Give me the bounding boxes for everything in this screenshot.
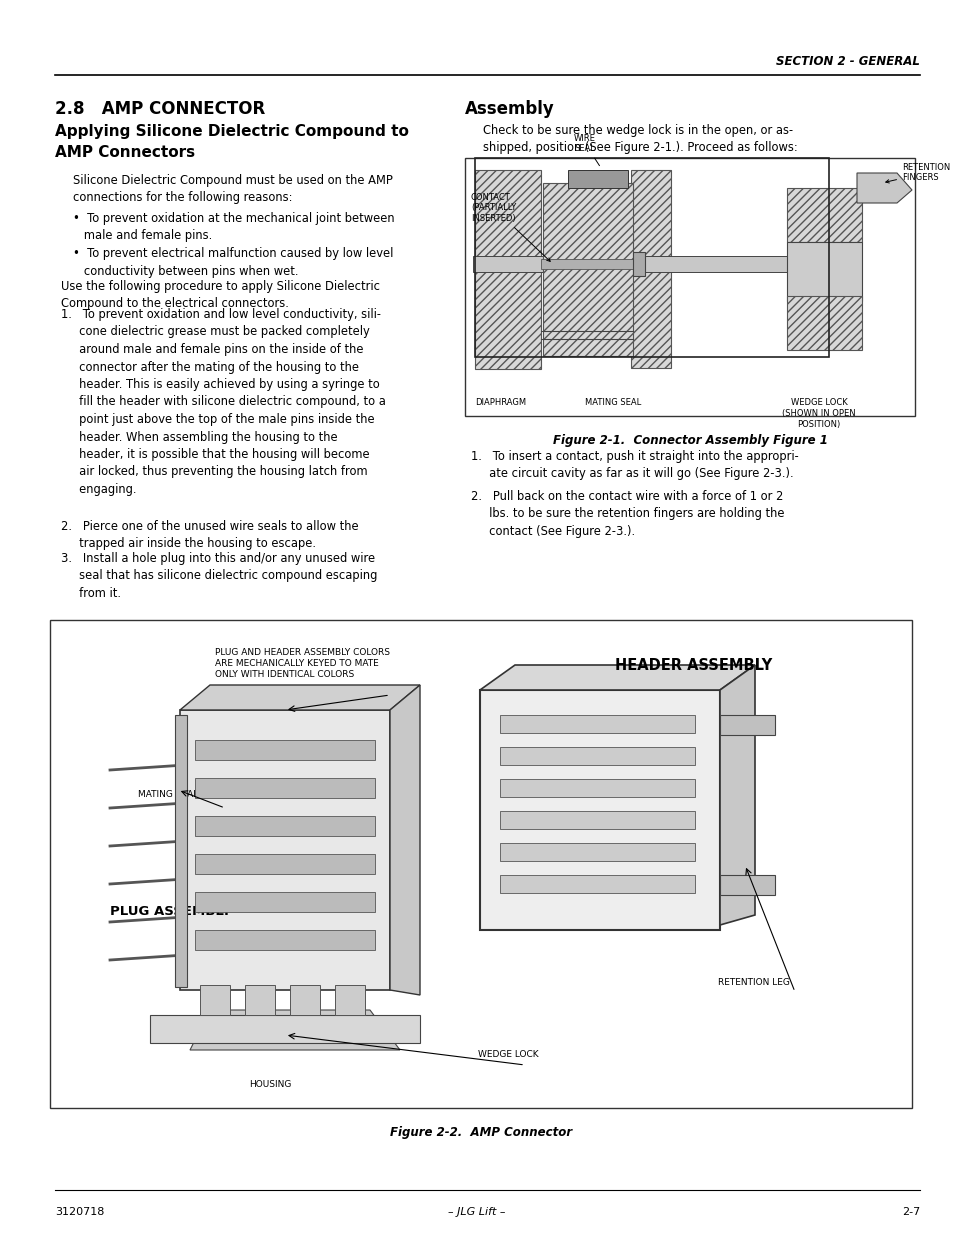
Bar xyxy=(475,170,540,369)
Bar xyxy=(540,259,633,269)
Text: SECTION 2 - GENERAL: SECTION 2 - GENERAL xyxy=(776,56,919,68)
Text: PLUG ASSEMBLY: PLUG ASSEMBLY xyxy=(110,905,231,918)
Polygon shape xyxy=(856,173,911,203)
Text: – JLG Lift –: – JLG Lift – xyxy=(448,1207,505,1216)
Text: 2-7: 2-7 xyxy=(901,1207,919,1216)
Text: DIAPHRAGM: DIAPHRAGM xyxy=(475,398,525,408)
Bar xyxy=(633,252,644,275)
Text: 2.8   AMP CONNECTOR: 2.8 AMP CONNECTOR xyxy=(55,100,265,119)
Text: Figure 2-1.  Connector Assembly Figure 1: Figure 2-1. Connector Assembly Figure 1 xyxy=(552,433,826,447)
Text: 1.   To prevent oxidation and low level conductivity, sili-
     cone dielectric: 1. To prevent oxidation and low level co… xyxy=(61,308,385,496)
Text: 2.   Pull back on the contact wire with a force of 1 or 2
     lbs. to be sure t: 2. Pull back on the contact wire with a … xyxy=(471,490,783,538)
Bar xyxy=(194,816,375,836)
Text: RETENTION
FINGERS: RETENTION FINGERS xyxy=(884,163,949,183)
Bar xyxy=(194,930,375,950)
Bar xyxy=(473,256,826,272)
Bar xyxy=(499,811,695,829)
Bar xyxy=(290,986,319,1015)
Bar xyxy=(200,986,230,1015)
Bar xyxy=(786,188,862,242)
Bar xyxy=(499,779,695,797)
Bar xyxy=(245,986,274,1015)
Bar xyxy=(194,778,375,798)
Text: RETENTION LEG: RETENTION LEG xyxy=(718,978,789,987)
Polygon shape xyxy=(720,715,774,735)
Polygon shape xyxy=(720,876,774,895)
Text: MATING SEAL: MATING SEAL xyxy=(584,398,640,408)
Text: WEDGE LOCK
(SHOWN IN OPEN
POSITION): WEDGE LOCK (SHOWN IN OPEN POSITION) xyxy=(781,398,855,430)
Bar xyxy=(786,296,862,350)
Bar xyxy=(630,170,670,269)
Text: Silicone Dielectric Compound must be used on the AMP
connections for the followi: Silicone Dielectric Compound must be use… xyxy=(73,174,393,205)
Bar xyxy=(194,853,375,874)
Text: CONTACT
(PARTIALLY
INSERTED): CONTACT (PARTIALLY INSERTED) xyxy=(471,193,550,262)
Text: •  To prevent oxidation at the mechanical joint between
   male and female pins.: • To prevent oxidation at the mechanical… xyxy=(73,212,395,242)
Bar xyxy=(335,986,365,1015)
Polygon shape xyxy=(720,664,754,925)
Text: 3120718: 3120718 xyxy=(55,1207,104,1216)
Text: 1.   To insert a contact, push it straight into the appropri-
     ate circuit c: 1. To insert a contact, push it straight… xyxy=(471,450,798,480)
Polygon shape xyxy=(190,1010,399,1050)
Text: HOUSING: HOUSING xyxy=(249,1079,291,1089)
Text: Use the following procedure to apply Silicone Dielectric
Compound to the electri: Use the following procedure to apply Sil… xyxy=(61,280,379,310)
Text: 3.   Install a hole plug into this and/or any unused wire
     seal that has sil: 3. Install a hole plug into this and/or … xyxy=(61,552,377,600)
Polygon shape xyxy=(180,685,419,710)
Text: Assembly: Assembly xyxy=(464,100,554,119)
Bar xyxy=(542,183,633,356)
Polygon shape xyxy=(390,685,419,995)
Bar xyxy=(479,690,720,930)
Bar xyxy=(499,715,695,734)
Text: HEADER ASSEMBLY: HEADER ASSEMBLY xyxy=(615,658,771,673)
Text: MATING SEAL: MATING SEAL xyxy=(138,790,198,799)
Text: WIRE
SEAL: WIRE SEAL xyxy=(574,133,598,165)
Bar xyxy=(50,620,911,1108)
Text: •  To prevent electrical malfunction caused by low level
   conductivity between: • To prevent electrical malfunction caus… xyxy=(73,247,393,278)
Bar xyxy=(174,715,187,987)
Bar xyxy=(567,170,627,188)
Bar xyxy=(630,269,670,368)
Bar xyxy=(180,710,390,990)
Bar xyxy=(194,892,375,911)
Bar xyxy=(499,844,695,861)
Bar xyxy=(499,747,695,764)
Text: Applying Silicone Dielectric Compound to: Applying Silicone Dielectric Compound to xyxy=(55,124,409,140)
Polygon shape xyxy=(479,664,754,690)
Bar xyxy=(464,158,914,416)
Bar xyxy=(475,158,828,357)
Bar xyxy=(786,242,862,301)
Text: Figure 2-2.  AMP Connector: Figure 2-2. AMP Connector xyxy=(390,1126,572,1139)
Text: AMP Connectors: AMP Connectors xyxy=(55,144,195,161)
Bar xyxy=(150,1015,419,1044)
Text: 2.   Pierce one of the unused wire seals to allow the
     trapped air inside th: 2. Pierce one of the unused wire seals t… xyxy=(61,520,358,551)
Text: Check to be sure the wedge lock is in the open, or as-
shipped, position (See Fi: Check to be sure the wedge lock is in th… xyxy=(482,124,797,154)
Text: WEDGE LOCK: WEDGE LOCK xyxy=(477,1050,538,1058)
Bar xyxy=(194,740,375,760)
Bar xyxy=(499,876,695,893)
Text: PLUG AND HEADER ASSEMBLY COLORS
ARE MECHANICALLY KEYED TO MATE
ONLY WITH IDENTIC: PLUG AND HEADER ASSEMBLY COLORS ARE MECH… xyxy=(214,648,390,679)
